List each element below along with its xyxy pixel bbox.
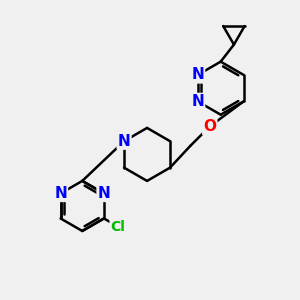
Text: N: N (191, 68, 204, 82)
Text: N: N (191, 94, 204, 109)
Text: N: N (118, 134, 130, 149)
Text: N: N (54, 186, 67, 201)
Text: Cl: Cl (110, 220, 125, 234)
Text: O: O (203, 119, 216, 134)
Text: N: N (98, 186, 110, 201)
